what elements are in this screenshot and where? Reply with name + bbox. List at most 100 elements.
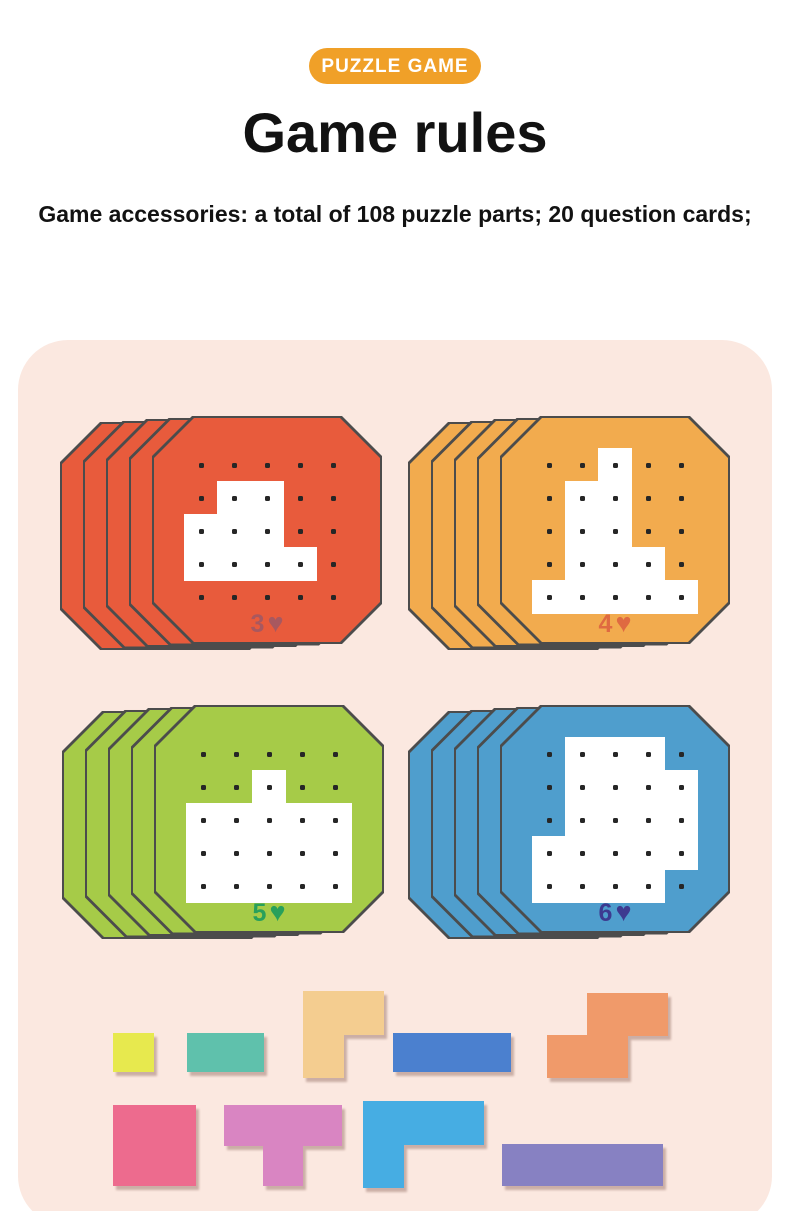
puzzle-piece-orange-s-piece [547,993,668,1078]
peg-dot [679,529,684,534]
puzzle-piece-pink-square [113,1105,196,1186]
heart-icon: ♥ [269,897,286,927]
card-stack-orange: 4 ♥ [408,416,730,650]
peg-dot [298,595,303,600]
card-count-label: 4 ♥ [502,610,728,637]
card-count-number: 5 [252,899,267,927]
piece-cell [502,1144,543,1186]
piece-cell [432,1033,472,1072]
piece-cell [587,993,628,1036]
piece-cell [303,991,344,1035]
page: PUZZLE GAME Game rules Game accessories:… [0,48,790,1211]
piece-cell [113,1105,155,1146]
peg-dot [201,818,206,823]
peg-dot [199,562,204,567]
peg-dot [547,752,552,757]
card-face: 3 ♥ [154,418,380,642]
peg-dot [613,752,618,757]
piece-cell [547,1035,588,1078]
piece-cell [187,1033,226,1072]
peg-dot [267,818,272,823]
peg-dot [267,785,272,790]
piece-cell [343,991,384,1035]
peg-dot [333,752,338,757]
piece-cell [627,993,668,1036]
puzzle-piece-blue-rectangle [393,1033,511,1072]
peg-dot [646,752,651,757]
peg-dot [331,496,336,501]
card-stack-red: 3 ♥ [60,416,382,650]
peg-dot [234,884,239,889]
peg-dot [234,851,239,856]
piece-cell [263,1145,303,1186]
piece-cell [154,1145,196,1186]
piece-cell [622,1144,663,1186]
peg-dot [300,884,305,889]
peg-dot [580,785,585,790]
peg-dot [265,595,270,600]
peg-dot [646,785,651,790]
peg-dot [547,785,552,790]
peg-dot [267,752,272,757]
peg-dot [580,851,585,856]
card-stack-blue: 6 ♥ [408,705,730,939]
peg-dot [300,851,305,856]
game-board-panel: 3 ♥ 4 ♥ 5 ♥ 6 ♥ [18,340,772,1211]
puzzle-piece-tan-corner-piece [303,991,384,1078]
piece-cell [363,1101,404,1145]
question-card-front-blue: 6 ♥ [500,705,730,933]
peg-dot [300,752,305,757]
peg-dot [232,496,237,501]
peg-dot [547,529,552,534]
piece-cell [363,1144,404,1188]
card-face: 6 ♥ [502,707,728,931]
peg-dot [613,818,618,823]
peg-dot [300,785,305,790]
peg-dot [201,851,206,856]
peg-dot [265,562,270,567]
peg-dot [613,884,618,889]
peg-dot [199,463,204,468]
heart-icon: ♥ [267,608,284,638]
puzzle-piece-purple-bar [502,1144,663,1186]
peg-dot [199,496,204,501]
piece-cell [582,1144,623,1186]
peg-dot [646,884,651,889]
puzzle-piece-sky-l-piece [363,1101,484,1188]
peg-dot [613,529,618,534]
peg-dot [613,785,618,790]
peg-dot [646,496,651,501]
piece-cell [393,1033,433,1072]
card-face: 4 ♥ [502,418,728,642]
peg-dot [234,818,239,823]
question-card-front-red: 3 ♥ [152,416,382,644]
peg-dot [547,851,552,856]
peg-dot [547,884,552,889]
peg-dot [547,595,552,600]
peg-dot [331,562,336,567]
peg-dot [265,463,270,468]
peg-dot [646,851,651,856]
peg-dot [298,463,303,468]
piece-cell [542,1144,583,1186]
peg-dot [646,562,651,567]
peg-dot [331,595,336,600]
peg-dot [613,562,618,567]
peg-dot [333,785,338,790]
peg-dot [199,595,204,600]
peg-dot [679,752,684,757]
peg-dot [580,595,585,600]
piece-cell [113,1033,154,1072]
card-count-label: 5 ♥ [156,899,382,926]
peg-dot [646,818,651,823]
card-count-label: 3 ♥ [154,610,380,637]
piece-cell [443,1101,484,1145]
peg-dot [333,818,338,823]
peg-dot [333,851,338,856]
peg-dot [679,818,684,823]
piece-cell [225,1033,264,1072]
heart-icon: ♥ [615,897,632,927]
peg-dot [580,496,585,501]
peg-dot [199,529,204,534]
peg-dot [613,595,618,600]
